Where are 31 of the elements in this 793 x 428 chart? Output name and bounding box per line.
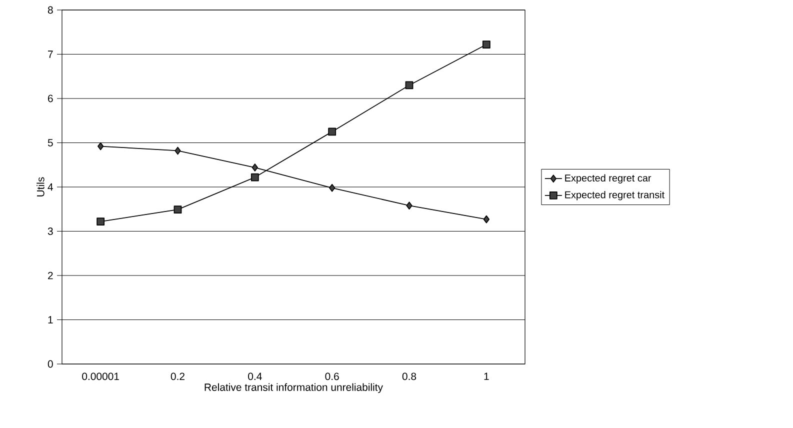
point	[174, 206, 182, 214]
y-tick-label: 0	[48, 360, 53, 368]
point	[329, 184, 336, 192]
x-tick-label: 1	[484, 372, 489, 380]
y-tick-label: 7	[48, 50, 53, 58]
point	[96, 218, 105, 226]
y-tick-label: 4	[48, 183, 53, 191]
x-axis-title: Relative transit information unreliability	[204, 383, 383, 394]
y-axis-title: Utils	[36, 177, 44, 196]
point	[482, 40, 490, 48]
point	[405, 81, 414, 90]
point	[483, 215, 490, 224]
y-tick-label: 1	[48, 316, 53, 324]
x-tick-label: 0.8	[402, 372, 416, 380]
y-tick-label: 5	[48, 139, 53, 146]
point	[174, 146, 181, 155]
y-tick-label: 2	[48, 272, 53, 280]
point	[328, 128, 336, 136]
point	[98, 142, 104, 150]
x-tick-label: 0.6	[325, 372, 339, 380]
legend-label: Expected regret transit	[565, 190, 664, 200]
legend-label: Expected regret car	[565, 174, 652, 184]
point	[406, 202, 412, 210]
y-tick-label: 6	[48, 94, 53, 102]
x-tick-label: 0.4	[248, 372, 262, 380]
point	[250, 173, 259, 182]
point	[252, 164, 258, 172]
x-tick-label: 0.2	[170, 372, 184, 380]
y-tick-label: 3	[48, 228, 53, 235]
x-tick-label: 0.00001	[82, 372, 119, 380]
y-tick-label: 8	[48, 6, 53, 14]
